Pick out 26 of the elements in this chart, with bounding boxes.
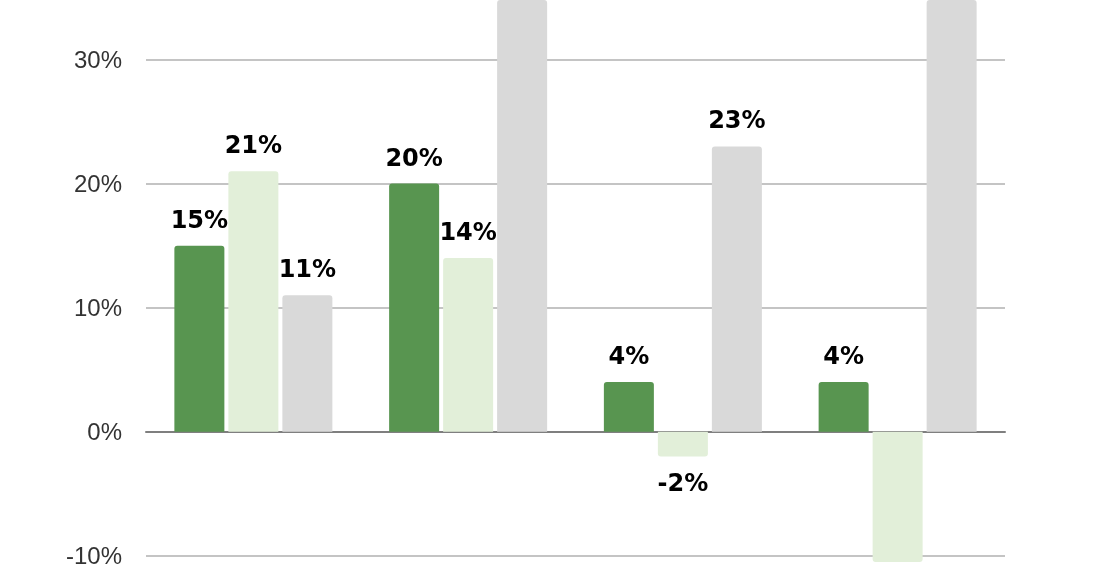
- bar: [174, 245, 225, 432]
- y-tick-label: -10%: [65, 542, 122, 570]
- data-label: -2%: [657, 468, 709, 497]
- bar: [818, 382, 869, 432]
- bar: [228, 171, 279, 432]
- bar: [657, 431, 708, 457]
- bar: [282, 295, 333, 432]
- data-label: 11%: [278, 255, 337, 284]
- y-tick-label: 20%: [73, 170, 122, 198]
- bar: [443, 258, 494, 432]
- y-tick-label: 10%: [73, 294, 122, 322]
- bar: [711, 146, 762, 432]
- y-tick-label: 30%: [73, 46, 122, 74]
- bar: [497, 0, 548, 432]
- data-label: 14%: [439, 218, 497, 247]
- y-tick-label: 0%: [87, 418, 122, 446]
- data-label: 4%: [608, 342, 650, 371]
- data-label: 20%: [385, 143, 443, 172]
- bar: [872, 431, 923, 562]
- data-label: 4%: [823, 342, 864, 371]
- bar: [926, 0, 977, 432]
- bar: [603, 382, 654, 432]
- bar: [389, 183, 440, 432]
- data-label: 23%: [708, 106, 766, 135]
- data-label: 15%: [170, 205, 229, 234]
- data-label: 21%: [224, 131, 283, 160]
